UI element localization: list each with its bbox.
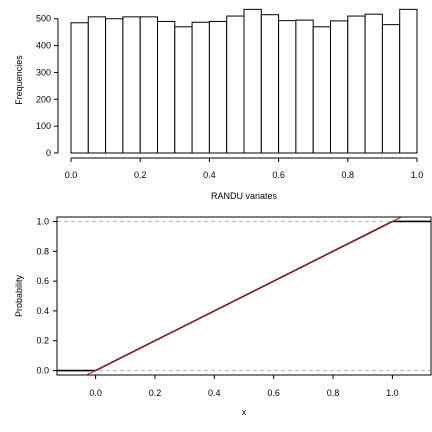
histogram-bar	[330, 20, 349, 154]
y-tick-label: 300	[36, 67, 51, 77]
y-axis-title: Frequencies	[14, 55, 24, 105]
x-tick-label: 0.6	[267, 388, 280, 398]
histogram-bar	[226, 15, 245, 154]
histogram-bar	[260, 14, 280, 154]
x-tick-label: 0.4	[203, 170, 216, 180]
x-tick-label: 0.8	[327, 388, 340, 398]
ecdf-panel: 0.0 0.2 0.4 0.6 0.8 1.0 x 0.0 0.2 0.4 0.6 0.8 1.0 Pro…	[14, 216, 432, 417]
x-tick-label: 0.2	[149, 388, 162, 398]
y-tick-label: 200	[36, 94, 51, 104]
histogram-bar	[139, 16, 158, 154]
histogram-bar	[157, 20, 176, 154]
histogram-bar	[312, 26, 332, 154]
histogram-bar	[381, 24, 401, 154]
histogram-bar	[70, 22, 89, 154]
histogram-panel: 0.0 0.2 0.4 0.6 0.8 1.0 RANDU variates 0 100 200 3…	[14, 8, 424, 201]
y-tick-label: 0.2	[36, 336, 49, 346]
x-axis-title: x	[242, 407, 247, 417]
x-tick-label: 0.6	[272, 170, 285, 180]
histogram-bar	[122, 16, 141, 154]
histogram-bar	[243, 8, 262, 154]
y-tick-label: 0.4	[36, 306, 49, 316]
x-tick-label: 0.8	[342, 170, 355, 180]
histogram-bar	[364, 13, 383, 154]
histogram-bar	[278, 20, 297, 154]
y-tick-label: 1.0	[36, 216, 49, 226]
y-tick-label: 0	[46, 148, 51, 158]
histogram-bar	[347, 15, 366, 154]
y-tick-label: 0.6	[36, 276, 49, 286]
x-tick-label: 0.0	[65, 170, 78, 180]
y-axis-title: Probability	[14, 274, 24, 317]
x-tick-label: 0.0	[89, 388, 102, 398]
y-tick-label: 500	[36, 14, 51, 24]
histogram-bar	[295, 19, 314, 154]
theoretical-cdf-line	[86, 216, 402, 376]
x-tick-label: 0.4	[208, 388, 221, 398]
x-tick-label: 1.0	[386, 388, 399, 398]
y-tick-label: 0.0	[36, 366, 49, 376]
histogram-bar	[105, 18, 124, 154]
y-tick-label: 0.8	[36, 246, 49, 256]
y-tick-label: 100	[36, 121, 51, 131]
histogram-bar	[208, 20, 228, 154]
histogram-bar	[191, 21, 210, 154]
histogram-bar	[174, 26, 193, 154]
histogram-bar	[87, 16, 107, 154]
x-tick-label: 0.2	[134, 170, 147, 180]
y-tick-label: 400	[36, 41, 51, 51]
histogram-bar	[399, 8, 418, 154]
x-axis-title: RANDU variates	[211, 191, 278, 201]
x-tick-label: 1.0	[411, 170, 424, 180]
plot-frame	[56, 216, 432, 376]
